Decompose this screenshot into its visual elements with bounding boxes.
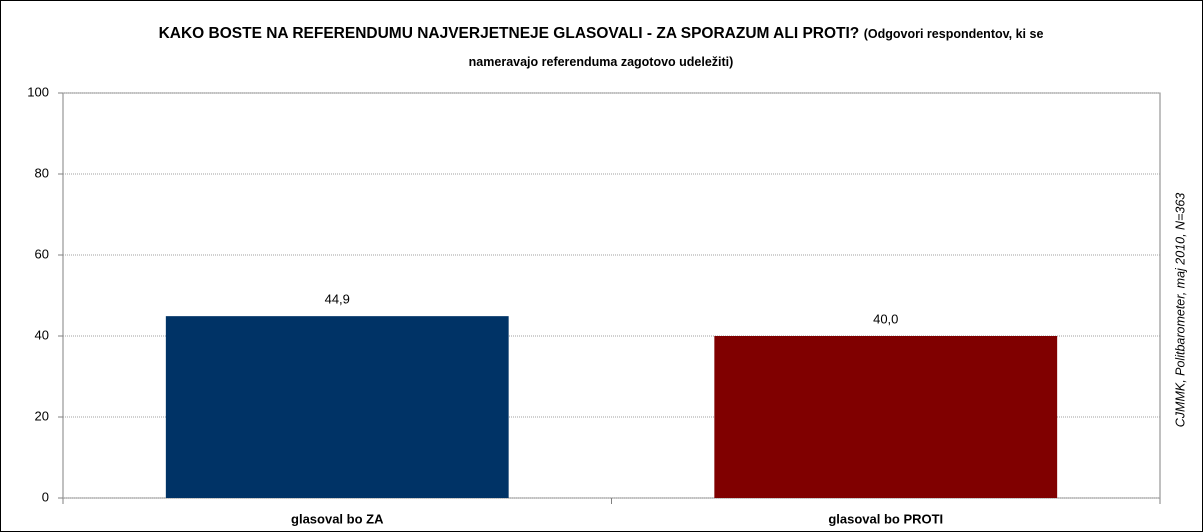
bar <box>165 316 509 498</box>
source-note: CJMMK, Politbarometer, maj 2010, N=363 <box>1173 193 1187 428</box>
y-tick-label: 80 <box>35 165 49 180</box>
y-tick-label: 100 <box>27 84 49 99</box>
chart-title: KAKO BOSTE NA REFERENDUMU NAJVERJETNEJE … <box>158 25 860 42</box>
chart-subtitle: (Odgovori respondentov, ki se nameravajo… <box>468 27 1044 69</box>
x-tick-label: glasoval bo PROTI <box>828 511 943 526</box>
chart-title-block: KAKO BOSTE NA REFERENDUMU NAJVERJETNEJE … <box>131 20 1071 76</box>
y-tick-label: 20 <box>35 408 49 423</box>
value-label: 40,0 <box>873 311 898 326</box>
y-tick-label: 60 <box>35 246 49 261</box>
y-tick-label: 40 <box>35 327 49 342</box>
value-label: 44,9 <box>325 292 350 307</box>
y-tick-label: 0 <box>42 489 49 504</box>
bar <box>714 336 1058 498</box>
x-tick-label: glasoval bo ZA <box>291 511 384 526</box>
